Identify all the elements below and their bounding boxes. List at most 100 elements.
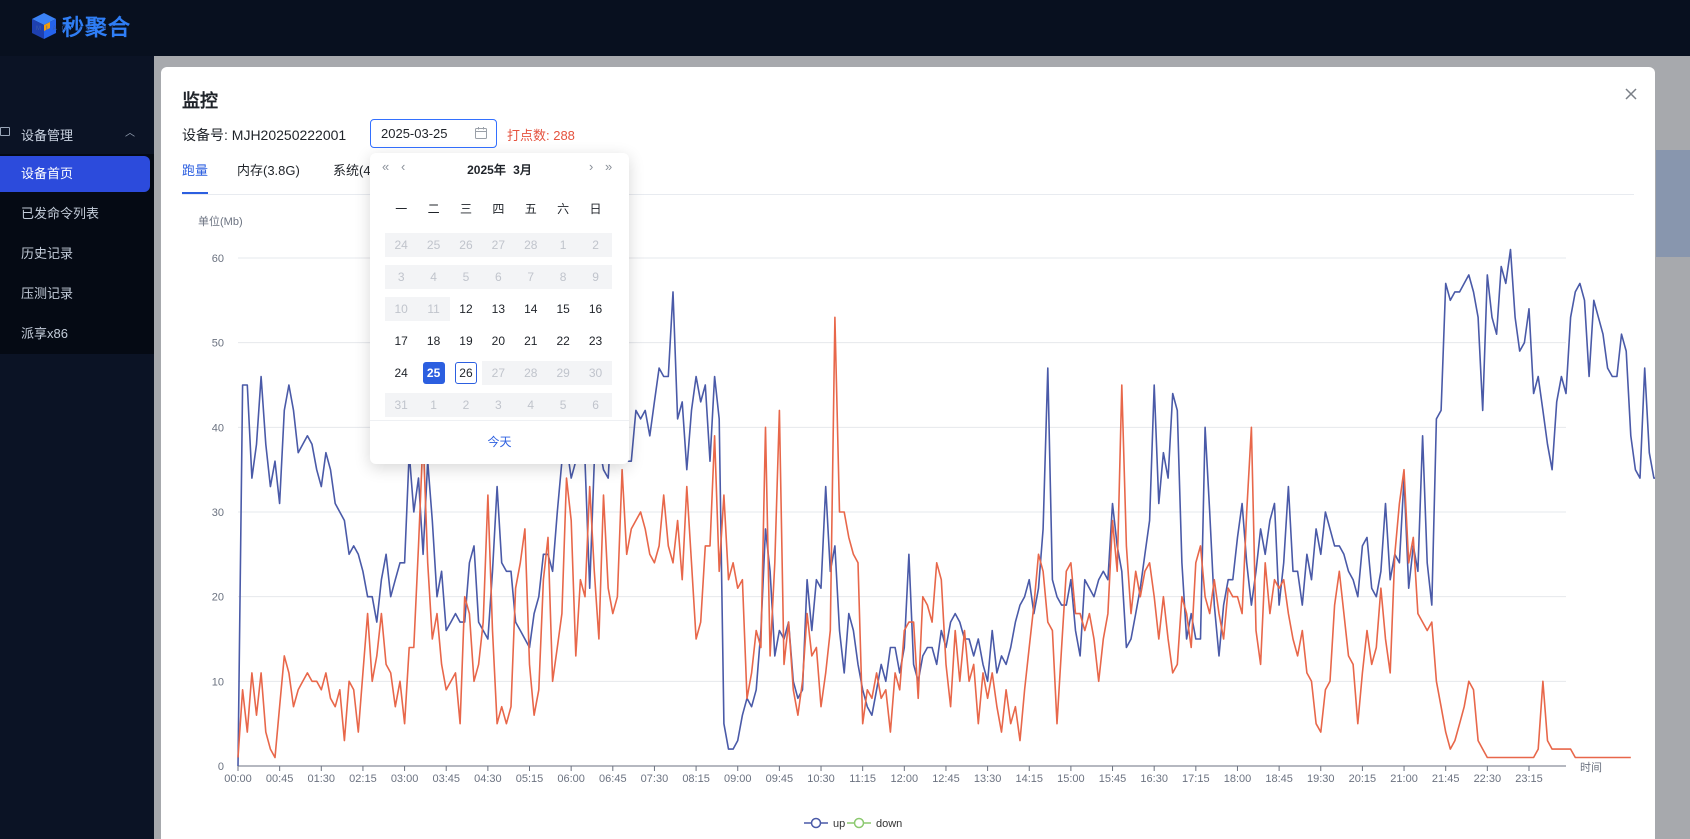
date-grid-row: 24 25 26 27 28 29 30	[385, 361, 613, 393]
sidebar-item-paixiang-x86[interactable]: 派享x86	[21, 326, 68, 341]
date-cell: 6	[579, 393, 612, 417]
date-cell-label: 12	[459, 302, 473, 316]
date-cell[interactable]: 24	[385, 361, 417, 385]
date-cell[interactable]: 19	[450, 329, 482, 353]
date-cell-label: 19	[459, 334, 473, 348]
date-cell[interactable]: 16	[579, 297, 611, 321]
date-grid-row: 17 18 19 20 21 22 23	[385, 329, 613, 361]
date-cell: 10	[385, 297, 418, 321]
date-cell-label: 20	[491, 334, 506, 348]
month-label[interactable]: 3月	[513, 163, 532, 177]
date-cell-label: 5	[462, 270, 470, 284]
date-cell: 4	[417, 265, 450, 289]
x-tick-label: 18:00	[1224, 773, 1252, 785]
x-tick-label: 09:45	[766, 773, 794, 785]
date-cell-today[interactable]: 26	[450, 361, 482, 385]
x-tick-label: 00:00	[224, 773, 252, 785]
sidebar-item-sent-commands[interactable]: 已发命令列表	[21, 206, 100, 221]
date-cell-label: 25	[426, 238, 441, 252]
x-tick-label: 04:30	[474, 773, 502, 785]
y-tick-label: 0	[218, 761, 224, 773]
weekday-label: 三	[459, 202, 472, 216]
date-cell-label: 27	[491, 238, 506, 252]
date-cell[interactable]: 13	[482, 297, 514, 321]
date-cell: 28	[514, 361, 547, 385]
device-id-label: 设备号: MJH20250222001	[182, 127, 347, 143]
date-cell: 2	[579, 233, 612, 257]
date-cell: 31	[385, 393, 418, 417]
sidebar-item-stress-test[interactable]: 压测记录	[21, 286, 74, 301]
today-button[interactable]: 今天	[487, 435, 512, 449]
date-cell-label: 3	[495, 398, 502, 412]
date-cell[interactable]: 12	[450, 297, 482, 321]
date-cell-label: 30	[588, 366, 603, 380]
date-cell[interactable]: 18	[417, 329, 449, 353]
date-cell[interactable]: 14	[515, 297, 547, 321]
x-tick-label: 14:15	[1015, 773, 1043, 785]
legend-marker-up	[810, 817, 822, 829]
x-tick-label: 03:00	[391, 773, 419, 785]
date-cell[interactable]: 21	[515, 329, 547, 353]
sidebar-item-device-home[interactable]: 设备首页	[0, 156, 150, 192]
date-cell[interactable]: 22	[547, 329, 579, 353]
date-cell: 27	[482, 233, 515, 257]
date-cell-label: 26	[459, 238, 473, 252]
date-cell-label: 15	[556, 302, 570, 316]
tab-memory[interactable]: 内存(3.8G)	[237, 163, 300, 178]
background-row-highlight	[1656, 150, 1690, 257]
tab-throughput-label: 跑量	[182, 163, 209, 178]
modal-title: 监控	[182, 91, 218, 111]
date-cell: 5	[449, 265, 483, 289]
x-tick-label: 02:15	[349, 773, 377, 785]
prev-month-button[interactable]: ‹	[401, 159, 406, 174]
legend-label-up: up	[833, 818, 845, 830]
prev-year-button[interactable]: «	[382, 159, 390, 174]
cube-icon	[32, 13, 56, 39]
date-cell-label: 9	[592, 270, 599, 284]
date-cell: 3	[385, 265, 418, 289]
date-cell[interactable]: 17	[385, 329, 417, 353]
date-picker-title: 2025年 3月	[370, 161, 629, 178]
date-cell: 8	[546, 265, 580, 289]
date-cell-label: 6	[495, 270, 502, 284]
x-tick-label: 10:30	[807, 773, 835, 785]
x-tick-label: 15:45	[1099, 773, 1127, 785]
tab-throughput[interactable]: 跑量	[182, 159, 208, 195]
year-label[interactable]: 2025年	[467, 163, 506, 177]
date-cell: 27	[482, 361, 515, 385]
date-cell-label: 18	[426, 334, 441, 348]
y-tick-label: 10	[212, 676, 224, 688]
date-picker-popup: « ‹ 2025年 3月 › » 一二三四五六日 24 25 26 27 28 1 2 3 4 5…	[370, 153, 629, 464]
logo-subtext: MIAO JU HE	[36, 26, 121, 32]
date-cell-label: 21	[524, 334, 538, 348]
next-month-button[interactable]: ›	[589, 159, 594, 174]
sidebar-group-device-management[interactable]: 设备管理 ︿	[0, 120, 154, 146]
y-tick-label: 50	[212, 338, 224, 350]
date-cell: 3	[482, 393, 515, 417]
legend-label-down: down	[876, 818, 902, 830]
date-cell-label: 4	[527, 398, 535, 412]
close-icon[interactable]	[1622, 85, 1640, 103]
date-cell[interactable]: 23	[579, 329, 611, 353]
date-cell-label: 6	[592, 398, 599, 412]
next-year-button[interactable]: »	[605, 159, 613, 174]
date-grid-row: 24 25 26 27 28 1 2	[385, 233, 613, 265]
y-axis-label: 单位(Mb)	[198, 214, 243, 228]
x-tick-label: 22:30	[1474, 773, 1502, 785]
x-tick-label: 01:30	[308, 773, 336, 785]
y-tick-label: 30	[212, 507, 224, 519]
date-cell: 28	[514, 233, 547, 257]
x-axis-label: 时间	[1580, 761, 1602, 774]
date-grid-row: 3 4 5 6 7 8 9	[385, 265, 613, 297]
date-cell-label: 29	[556, 366, 570, 380]
date-cell-selected[interactable]: 25	[417, 361, 449, 385]
weekday-label: 日	[589, 202, 602, 216]
sidebar-item-history[interactable]: 历史记录	[21, 246, 74, 261]
date-cell[interactable]: 20	[482, 329, 514, 353]
date-cell-label: 24	[394, 366, 408, 380]
date-cell: 2	[449, 393, 483, 417]
date-cell: 24	[385, 233, 418, 257]
date-cell-label: 4	[430, 270, 437, 284]
date-cell[interactable]: 15	[547, 297, 579, 321]
date-picker-footer: 今天	[370, 420, 629, 464]
